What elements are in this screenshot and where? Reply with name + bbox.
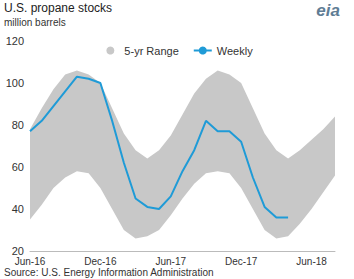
svg-text:U.S. propane stocks: U.S. propane stocks	[4, 1, 112, 15]
svg-text:million barrels: million barrels	[4, 17, 66, 28]
svg-text:Jun-17: Jun-17	[155, 256, 186, 267]
svg-text:120: 120	[6, 35, 24, 47]
svg-text:100: 100	[6, 77, 24, 89]
svg-text:Jun-18: Jun-18	[296, 256, 327, 267]
svg-text:20: 20	[11, 245, 24, 257]
svg-text:80: 80	[12, 119, 24, 131]
svg-text:Dec-16: Dec-16	[84, 256, 117, 267]
svg-text:Source: U.S. Energy Informatio: Source: U.S. Energy Information Administ…	[4, 267, 214, 278]
svg-text:eia: eia	[316, 1, 340, 20]
svg-text:40: 40	[12, 203, 24, 215]
svg-text:Dec-17: Dec-17	[225, 256, 258, 267]
svg-text:Jun-16: Jun-16	[15, 256, 46, 267]
svg-text:60: 60	[12, 161, 24, 173]
svg-text:5-yr Range: 5-yr Range	[124, 45, 178, 57]
svg-text:Weekly: Weekly	[217, 45, 253, 57]
